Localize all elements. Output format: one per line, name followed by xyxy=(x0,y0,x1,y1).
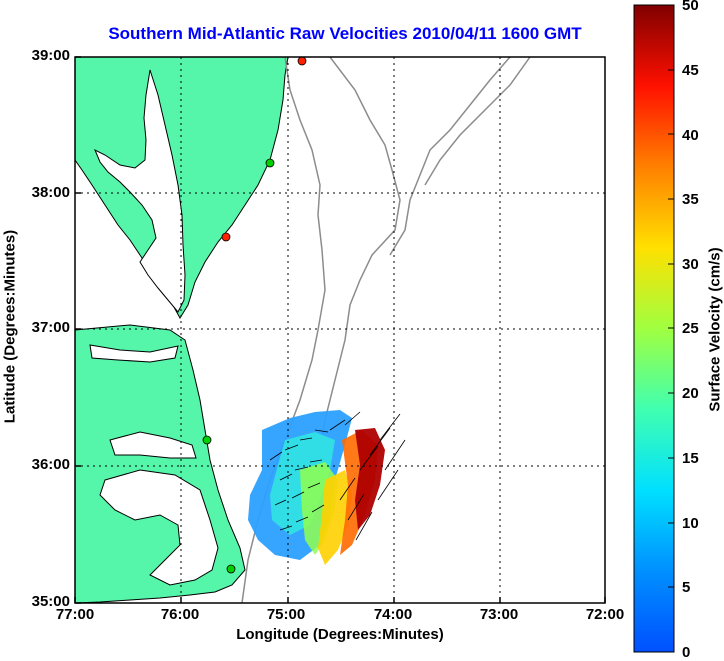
colorbar-tick-label: 50 xyxy=(682,0,699,14)
station-marker-red xyxy=(221,232,231,242)
axis-ticks xyxy=(74,56,606,604)
bathymetry-contour-deep xyxy=(389,57,511,256)
velocity-yellow-region xyxy=(318,470,352,565)
colorbar-tick-label: 20 xyxy=(682,385,699,402)
velocity-vectors xyxy=(269,411,406,541)
colorbar-tick-label: 5 xyxy=(682,579,691,596)
map-title: Southern Mid-Atlantic Raw Velocities 201… xyxy=(108,24,582,43)
bathymetry-contour-slope xyxy=(317,57,401,501)
colorbar-tick-label: 30 xyxy=(682,256,699,273)
colorbar-tick-label: 40 xyxy=(682,127,699,144)
colorbar-tick-label: 25 xyxy=(682,320,699,337)
y-tick-label: 36:00 xyxy=(31,456,70,473)
colorbar-ticks xyxy=(668,4,674,653)
chesapeake-bay xyxy=(94,69,186,313)
y-tick-label: 35:00 xyxy=(31,593,70,610)
james-river xyxy=(89,344,179,363)
x-tick-label: 73:00 xyxy=(479,606,519,623)
colorbar-tick-label: 15 xyxy=(682,450,699,467)
grid-lines xyxy=(75,57,605,603)
velocity-red-region xyxy=(355,428,385,530)
station-marker-green xyxy=(265,158,275,168)
velocity-field xyxy=(248,410,406,565)
station-marker-red xyxy=(297,56,307,66)
x-tick-label: 72:00 xyxy=(585,606,625,623)
colorbar-tick-label: 45 xyxy=(682,62,699,79)
colorbar-tick-label: 35 xyxy=(682,191,699,208)
x-tick-label: 74:00 xyxy=(373,606,413,623)
colorbar-tick-label: 0 xyxy=(682,644,691,661)
x-tick-label: 75:00 xyxy=(266,606,306,623)
plot-frame xyxy=(74,56,606,604)
x-tick-label: 77:00 xyxy=(55,606,95,623)
land-layer xyxy=(75,57,289,603)
y-tick-label: 38:00 xyxy=(31,184,70,201)
albemarle-sound xyxy=(109,431,197,459)
colorbar-tick-label: 10 xyxy=(682,515,699,532)
land-south xyxy=(75,324,246,603)
y-tick-label: 37:00 xyxy=(31,319,70,336)
x-axis-label: Longitude (Degrees:Minutes) xyxy=(236,626,444,643)
colorbar xyxy=(633,4,675,653)
y-tick-label: 39:00 xyxy=(31,47,70,64)
stations xyxy=(202,56,307,574)
pamlico-sound xyxy=(99,469,219,586)
station-marker-green xyxy=(202,435,212,445)
x-tick-label: 76:00 xyxy=(160,606,200,623)
land-delmarva xyxy=(75,57,289,319)
station-marker-green xyxy=(226,564,236,574)
bathymetry-contour-deep-2 xyxy=(424,57,531,186)
